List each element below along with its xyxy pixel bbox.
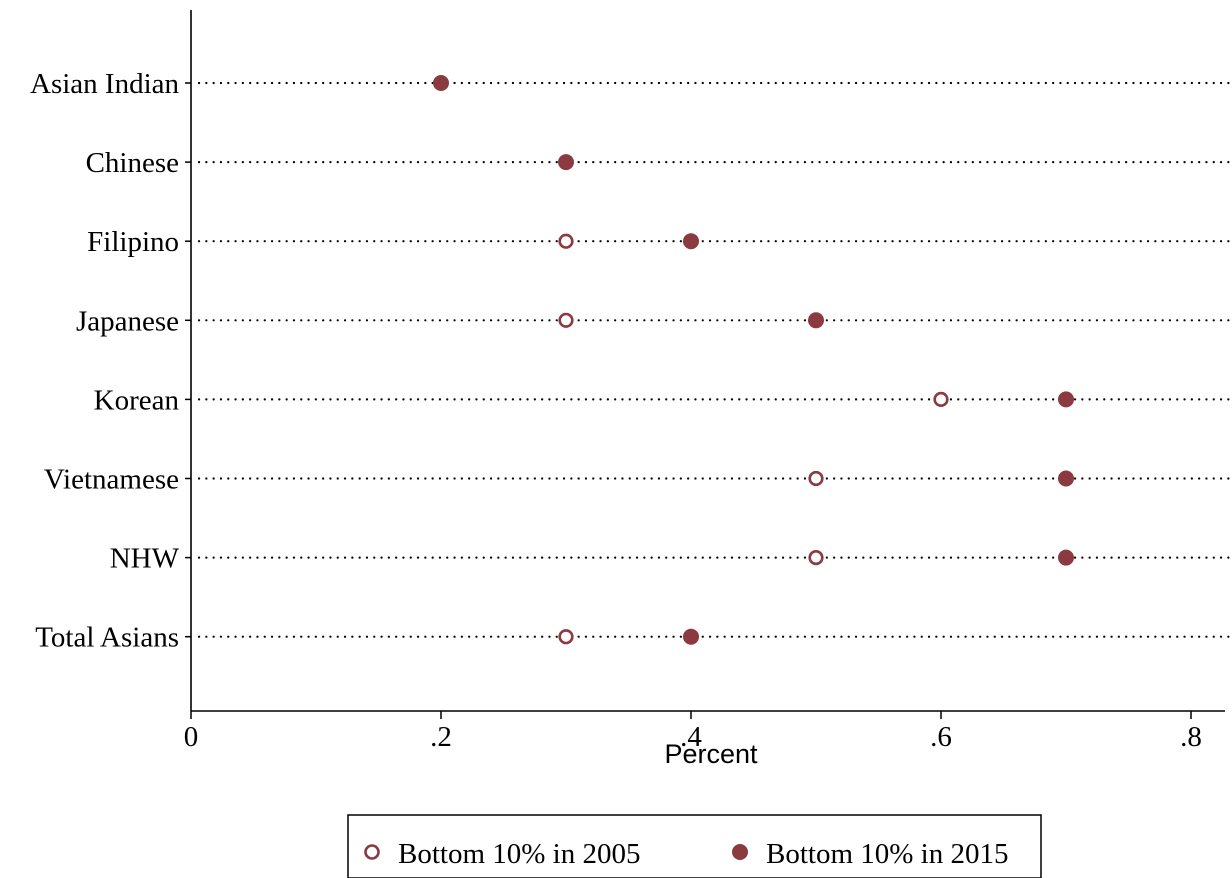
marker-layer <box>433 75 1074 645</box>
marker-2015-chinese <box>558 154 574 171</box>
category-label-korean: Korean <box>94 384 180 416</box>
marker-2005-vietnamese <box>808 470 824 487</box>
legend: Bottom 10% in 2005 Bottom 10% in 2015 <box>347 814 1042 878</box>
marker-2015-vietnamese <box>1058 470 1074 487</box>
marker-2015-filipino <box>683 233 699 250</box>
marker-2005-japanese <box>558 312 574 328</box>
marker-2015-nhw <box>1058 549 1074 566</box>
x-tick-label-2: .4 <box>680 721 702 753</box>
tick-layer: 0 .2 .4 .6 .8 <box>184 82 1202 753</box>
legend-box <box>347 814 1042 878</box>
legend-marker-2015 <box>732 844 748 860</box>
x-tick-label-1: .2 <box>430 721 452 753</box>
marker-2015-japanese <box>808 312 824 329</box>
category-label-japanese: Japanese <box>76 305 179 337</box>
category-label-layer: Asian Indian Chinese Filipino Japanese Korea… <box>30 68 180 654</box>
x-tick-label-0: 0 <box>184 721 199 753</box>
marker-2015-korean <box>1058 391 1074 408</box>
grid-layer <box>197 81 1232 638</box>
category-label-chinese: Chinese <box>86 147 179 179</box>
x-tick-label-4: .8 <box>1180 721 1202 753</box>
legend-label-2005: Bottom 10% in 2005 <box>398 838 640 870</box>
category-label-nhw: NHW <box>110 543 180 575</box>
category-label-total-asians: Total Asians <box>35 622 179 654</box>
x-axis-title: Percent <box>664 739 758 769</box>
legend-marker-2005 <box>364 844 380 860</box>
category-label-filipino: Filipino <box>87 226 179 258</box>
marker-2015-asian-indian <box>433 75 449 91</box>
axis-layer <box>190 10 1225 712</box>
marker-2005-filipino <box>558 233 574 249</box>
x-tick-label-3: .6 <box>930 721 952 753</box>
marker-2005-nhw <box>808 549 824 566</box>
category-label-vietnamese: Vietnamese <box>44 464 179 496</box>
marker-2005-total-asians <box>558 629 574 645</box>
legend-label-2015: Bottom 10% in 2015 <box>766 838 1008 870</box>
marker-2015-total-asians <box>683 628 699 645</box>
category-label-asian-indian: Asian Indian <box>30 68 179 100</box>
marker-2005-korean <box>933 391 949 408</box>
